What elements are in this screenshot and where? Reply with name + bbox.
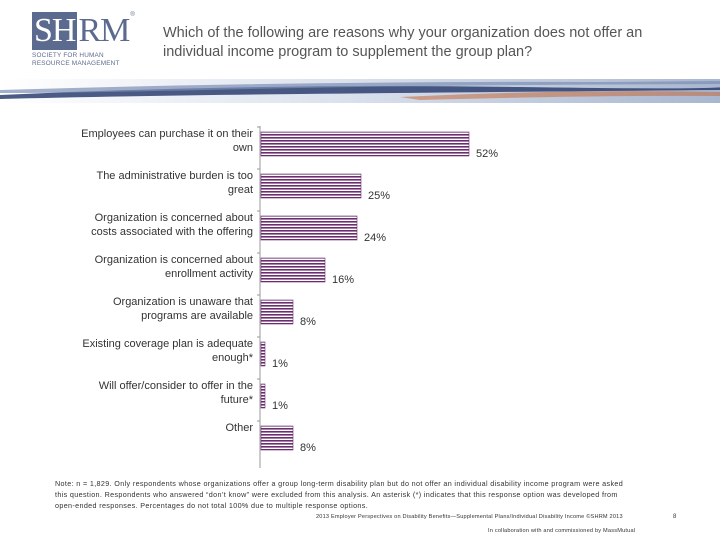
logo-mark: SH RM ® xyxy=(32,12,136,50)
data-label: 16% xyxy=(332,274,354,286)
page-number: 8 xyxy=(673,514,677,520)
bar xyxy=(260,383,266,409)
decorative-banner xyxy=(0,79,720,103)
category-label: Existing coverage plan is adequate enough… xyxy=(82,338,253,364)
bar xyxy=(260,425,294,451)
footer-copyright: 2013 Employer Perspectives on Disability… xyxy=(316,514,623,520)
data-label: 8% xyxy=(300,316,316,328)
logo-mark-rest: RM xyxy=(78,12,130,49)
shrm-logo: SH RM ® Society for Human Resource Manag… xyxy=(32,12,136,74)
footer-collaboration: In collaboration with and commissioned b… xyxy=(488,528,636,534)
data-label: 24% xyxy=(364,232,386,244)
category-label: The administrative burden is too great xyxy=(96,170,253,196)
bar xyxy=(260,215,358,241)
bar xyxy=(260,299,294,325)
slide-title: Which of the following are reasons why y… xyxy=(163,25,643,60)
logo-subtitle-line2: Resource Management xyxy=(32,59,120,67)
logo-mark-boxed: SH xyxy=(32,12,78,50)
category-label: Other xyxy=(225,422,253,434)
data-label: 25% xyxy=(368,190,390,202)
bar xyxy=(260,341,266,367)
data-label: 52% xyxy=(476,148,498,160)
data-label: 1% xyxy=(272,400,288,412)
category-label: Organization is concerned about costs ass… xyxy=(91,212,253,238)
chart-note: Note: n = 1,829. Only respondents whose … xyxy=(55,479,624,510)
logo-subtitle: Society for Human Resource Management xyxy=(32,52,132,67)
category-label: Employees can purchase it on their own xyxy=(81,128,253,154)
data-label: 8% xyxy=(300,442,316,454)
category-label: Organization is concerned about enrollmen… xyxy=(95,254,254,280)
category-label: Organization is unaware that programs are… xyxy=(113,296,253,322)
bar xyxy=(260,173,362,199)
bar xyxy=(260,257,326,283)
bar xyxy=(260,131,470,157)
category-label: Will offer/consider to offer in the futur… xyxy=(99,380,254,406)
bar-chart: 52% Employees can purchase it on their own… xyxy=(81,126,498,468)
data-label: 1% xyxy=(272,358,288,370)
logo-registered: ® xyxy=(130,12,135,18)
logo-subtitle-line1: Society for Human xyxy=(32,52,104,59)
